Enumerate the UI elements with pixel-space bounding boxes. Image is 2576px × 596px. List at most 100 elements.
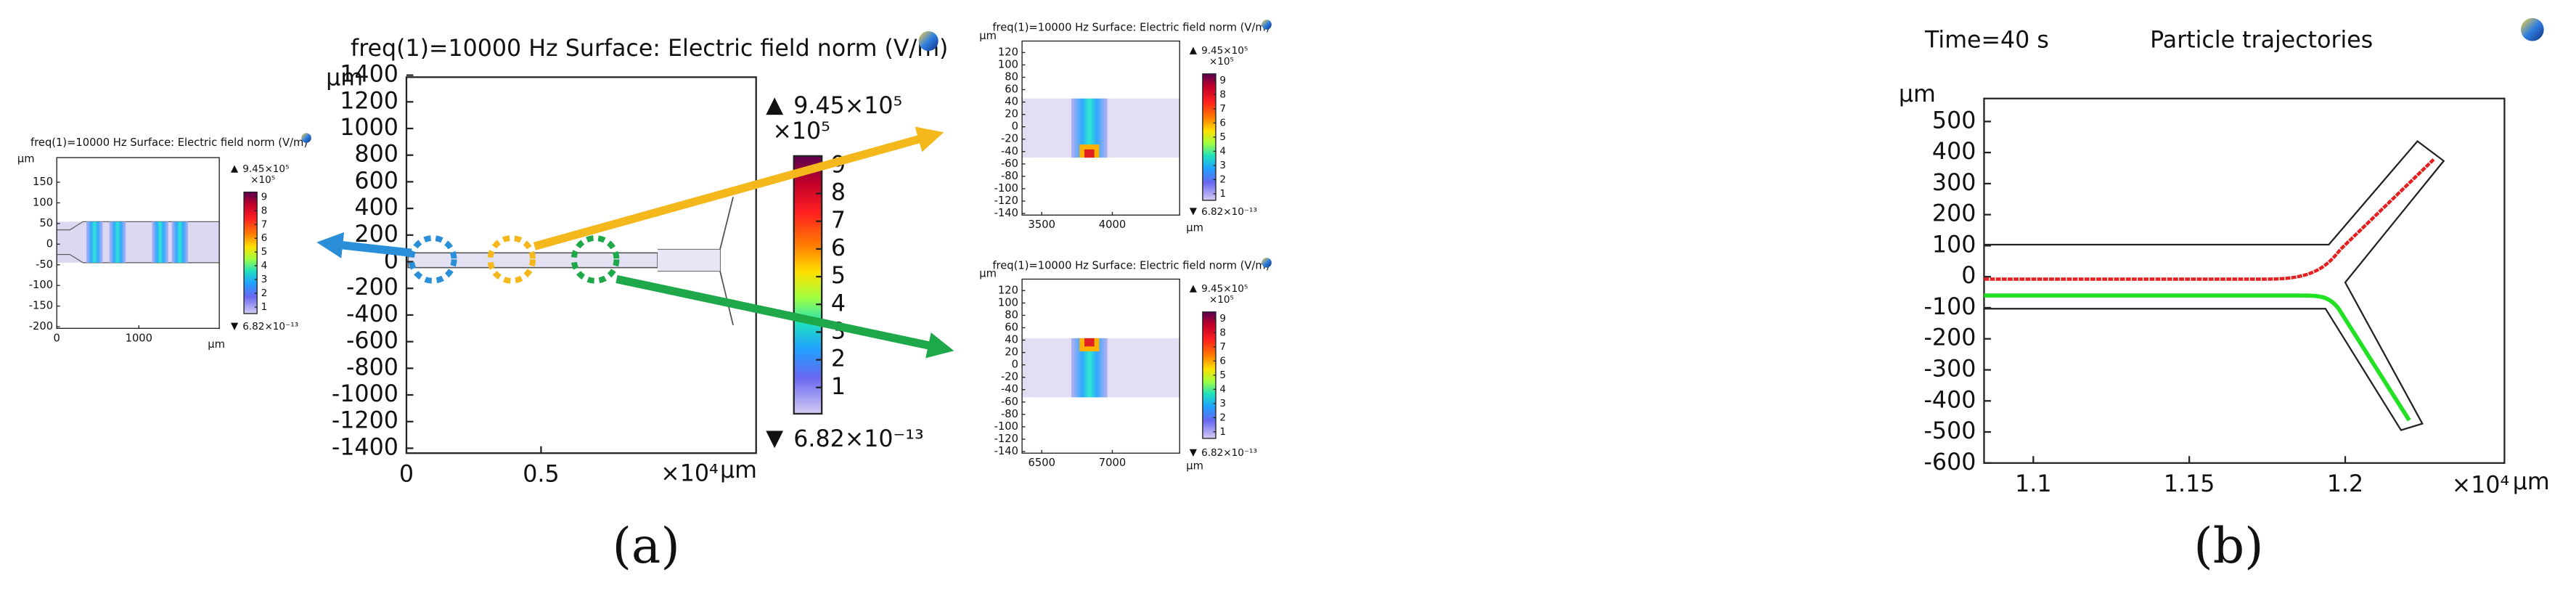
y-tick-label: 40 (1005, 334, 1018, 346)
outlet-fill (658, 249, 720, 272)
colorbar-tick-label: 4 (1219, 145, 1226, 157)
colorbar-tick-label: 8 (1219, 327, 1226, 338)
y-tick-label: 200 (1932, 201, 1976, 227)
x-unit: μm (2513, 469, 2550, 495)
field-stripe (86, 221, 103, 263)
y-tick-label: 80 (1005, 309, 1018, 321)
y-tick-label: -120 (994, 433, 1018, 445)
colorbar-tick-label: 6 (1219, 355, 1226, 367)
y-tick-label: 20 (1005, 346, 1018, 359)
max-marker (1189, 285, 1197, 293)
colorbar-multiplier: ×10⁵ (1209, 294, 1234, 306)
colorbar-tick-label: 1 (831, 374, 846, 400)
colorbar-tick-label: 9 (1219, 313, 1226, 324)
y-tick-label: 40 (1005, 96, 1018, 108)
y-tick-label: -80 (1001, 170, 1018, 182)
colorbar-min: 6.82×10⁻¹³ (1201, 447, 1257, 459)
colorbar-tick-label: 2 (831, 346, 846, 372)
max-marker (230, 165, 239, 173)
arrow (616, 274, 954, 359)
field-hotspot (1084, 149, 1095, 158)
plot-frame (1021, 278, 1180, 454)
x-tick-label: 0 (54, 332, 60, 344)
colorbar-min: 6.82×10⁻¹³ (242, 321, 298, 332)
colorbar-tick-label: 1 (1219, 188, 1226, 200)
y-tick-label: 80 (1005, 70, 1018, 83)
plot-title: freq(1)=10000 Hz Surface: Electric field… (351, 36, 948, 62)
colorbar (243, 191, 258, 314)
y-tick-label: -1200 (332, 408, 398, 434)
plot-title: freq(1)=10000 Hz Surface: Electric field… (992, 21, 1269, 33)
y-tick-label: 500 (1932, 107, 1976, 134)
colorbar-tick-label: 3 (1219, 160, 1226, 171)
plot-title: freq(1)=10000 Hz Surface: Electric field… (992, 259, 1269, 272)
field-hotspot (1084, 338, 1095, 347)
x-tick-label: 0.5 (523, 461, 559, 487)
logo-icon (2521, 17, 2544, 41)
y-tick-label: 20 (1005, 108, 1018, 121)
y-tick-label: 60 (1005, 321, 1018, 333)
colorbar-max: 9.45×10⁵ (1201, 45, 1248, 57)
x-tick-label: 1.15 (2164, 471, 2215, 497)
x-exponent: ×10⁴ (661, 461, 719, 487)
y-tick-label: 100 (998, 296, 1018, 309)
colorbar-tick-label: 7 (831, 208, 846, 234)
y-tick-label: -100 (1924, 294, 1976, 320)
y-tick-label: -50 (36, 258, 53, 271)
y-tick-label: 100 (998, 58, 1018, 70)
y-tick-label: -400 (1924, 387, 1976, 413)
highlight-circle (487, 234, 536, 284)
y-tick-label: -40 (1001, 145, 1018, 158)
min-marker (766, 430, 784, 449)
y-tick-label: -100 (29, 279, 53, 291)
y-tick-label: 100 (1932, 232, 1976, 258)
x-tick-label: 1000 (126, 332, 152, 344)
colorbar-tick-label: 7 (1219, 341, 1226, 353)
y-tick-label: -200 (1924, 325, 1976, 351)
colorbar-tick-label: 6 (831, 235, 846, 261)
y-tick-label: 100 (33, 196, 53, 208)
x-tick-label: 1.2 (2327, 471, 2363, 497)
arrow (316, 232, 412, 258)
colorbar-tick-label: 2 (1219, 174, 1226, 185)
y-tick-label: 50 (39, 217, 53, 229)
y-tick-label: 800 (354, 142, 398, 168)
x-tick-label: 0 (399, 461, 414, 487)
y-tick-label: 120 (998, 284, 1018, 296)
colorbar-tick-label: 6 (261, 232, 268, 244)
panel-label: (a) (612, 518, 679, 575)
y-tick-label: -200 (346, 274, 398, 301)
panel-label: (b) (2193, 518, 2263, 575)
highlight-circle (408, 234, 457, 284)
y-tick-label: 1000 (340, 115, 398, 141)
colorbar (793, 155, 823, 415)
min-marker (1189, 208, 1197, 216)
y-tick-label: 400 (354, 195, 398, 221)
y-tick-label: -120 (994, 195, 1018, 207)
colorbar-tick-label: 9 (261, 191, 268, 203)
colorbar-tick-label: 5 (831, 263, 846, 289)
colorbar-tick-label: 4 (831, 290, 846, 317)
y-unit: μm (326, 65, 363, 91)
colorbar-tick-label: 5 (261, 246, 268, 258)
plot-title: freq(1)=10000 Hz Surface: Electric field… (30, 136, 308, 149)
y-tick-label: 1400 (340, 62, 398, 88)
colorbar-tick-label: 1 (1219, 426, 1226, 438)
colorbar-max: 9.45×10⁵ (242, 163, 289, 175)
x-unit: μm (208, 338, 225, 351)
y-tick-label: -100 (994, 182, 1018, 195)
y-tick-label: -200 (29, 320, 53, 332)
time-label: Time=40 s (1924, 28, 2049, 54)
y-tick-label: -40 (1001, 383, 1018, 396)
y-unit: μm (1899, 81, 1936, 107)
colorbar-tick-label: 9 (1219, 75, 1226, 86)
y-tick-label: -300 (1924, 356, 1976, 383)
colorbar-multiplier: ×10⁵ (1209, 56, 1234, 68)
x-exponent: ×10⁴ (2452, 472, 2510, 498)
colorbar-tick-label: 8 (831, 180, 846, 206)
y-unit: μm (17, 152, 35, 165)
colorbar-tick-label: 6 (1219, 117, 1226, 128)
colorbar-multiplier: ×10⁵ (772, 118, 830, 144)
y-tick-label: -80 (1001, 408, 1018, 420)
